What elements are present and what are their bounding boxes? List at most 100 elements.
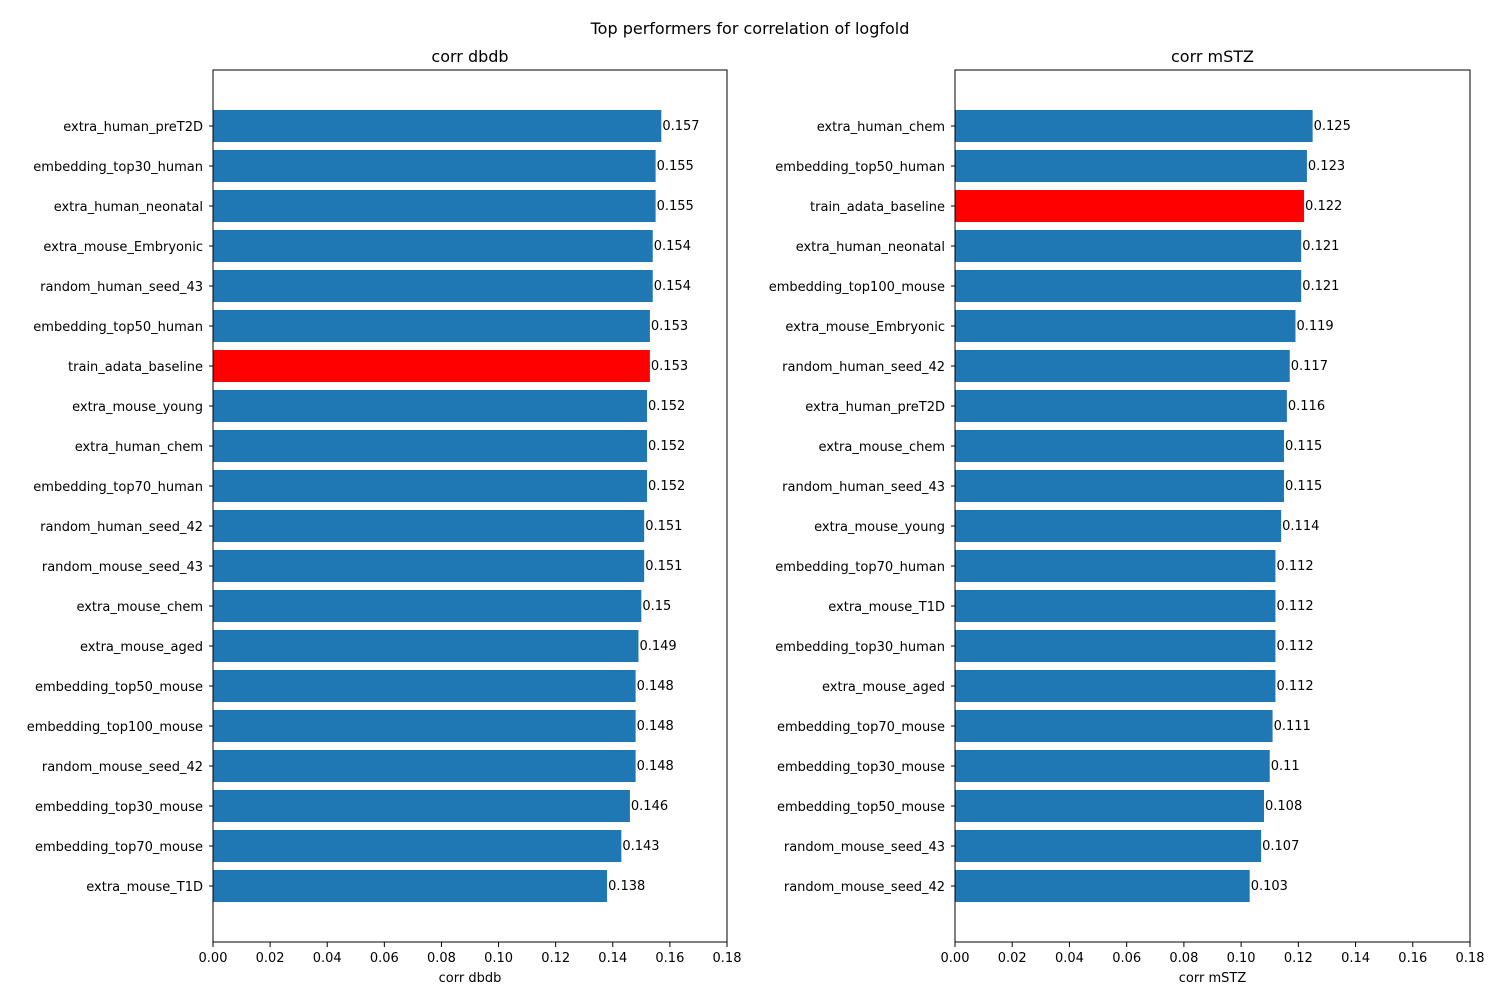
y-tick-label: embedding_top30_mouse (777, 760, 945, 775)
value-label: 0.154 (654, 239, 691, 254)
bar-extra-mouse-embryonic (213, 230, 653, 262)
value-label: 0.152 (648, 479, 685, 494)
value-label: 0.146 (631, 799, 668, 814)
bar-embedding-top70-mouse (955, 710, 1273, 742)
y-tick-label: extra_mouse_aged (80, 640, 203, 655)
y-tick-label: embedding_top70_mouse (35, 840, 203, 855)
x-axis-label: corr mSTZ (1179, 971, 1247, 986)
y-tick-label: extra_human_preT2D (63, 120, 203, 135)
value-label: 0.138 (608, 879, 645, 894)
y-tick-label: extra_mouse_young (72, 400, 203, 415)
value-label: 0.151 (645, 559, 682, 574)
value-label: 0.108 (1265, 799, 1302, 814)
panel-corr-dbdb: corr dbdb extra_human_preT2D 0.157 embeddin… (27, 47, 742, 986)
value-label: 0.112 (1276, 639, 1313, 654)
value-label: 0.112 (1276, 599, 1313, 614)
bar-extra-human-neonatal (955, 230, 1302, 262)
axes-title: corr dbdb (431, 47, 508, 66)
x-tick-label: 0.14 (1341, 951, 1370, 966)
bar-embedding-top50-human (955, 150, 1307, 182)
bar-embedding-top100-mouse (213, 710, 636, 742)
value-label: 0.153 (651, 319, 688, 334)
x-tick-label: 0.02 (998, 951, 1027, 966)
value-label: 0.115 (1285, 479, 1322, 494)
x-tick-label: 0.10 (484, 951, 513, 966)
value-label: 0.143 (622, 839, 659, 854)
bar-embedding-top50-mouse (213, 670, 636, 702)
x-tick-label: 0.18 (1456, 951, 1485, 966)
y-tick-label: extra_mouse_Embryonic (43, 240, 203, 255)
y-tick-label: embedding_top50_human (775, 160, 945, 175)
x-tick-label: 0.12 (541, 951, 570, 966)
bar-extra-mouse-young (213, 390, 648, 422)
y-tick-label: extra_human_preT2D (805, 400, 945, 415)
bar-random-mouse-seed-43 (213, 550, 645, 582)
bar-embedding-top30-mouse (213, 790, 630, 822)
value-label: 0.121 (1302, 279, 1339, 294)
x-tick-label: 0.18 (713, 951, 742, 966)
y-tick-label: extra_mouse_T1D (86, 880, 203, 895)
value-label: 0.117 (1291, 359, 1328, 374)
bar-extra-human-pret2d (955, 390, 1287, 422)
y-tick-label: embedding_top70_human (775, 560, 945, 575)
bar-embedding-top30-human (213, 150, 656, 182)
y-tick-label: extra_human_neonatal (796, 240, 945, 255)
x-tick-label: 0.04 (1055, 951, 1084, 966)
axes-frame (954, 69, 1471, 943)
bar-extra-human-neonatal (213, 190, 656, 222)
bar-embedding-top30-human (955, 630, 1276, 662)
y-tick-label: random_human_seed_43 (40, 280, 203, 295)
x-tick-label: 0.08 (1169, 951, 1198, 966)
x-tick-label: 0.06 (370, 951, 399, 966)
bar-embedding-top50-human (213, 310, 650, 342)
bar-random-mouse-seed-43 (955, 830, 1262, 862)
y-tick-label: extra_mouse_aged (822, 680, 945, 695)
value-label: 0.112 (1276, 559, 1313, 574)
value-label: 0.148 (637, 759, 674, 774)
y-tick-label: embedding_top70_mouse (777, 720, 945, 735)
bar-embedding-top70-human (213, 470, 648, 502)
y-tick-label: extra_human_chem (817, 120, 945, 135)
x-axis-label: corr dbdb (439, 971, 502, 986)
bar-extra-mouse-embryonic (955, 310, 1296, 342)
value-label: 0.15 (642, 599, 671, 614)
axes-frame (212, 69, 728, 943)
value-label: 0.155 (657, 199, 694, 214)
value-label: 0.151 (645, 519, 682, 534)
y-tick-label: train_adata_baseline (68, 360, 203, 375)
bar-embedding-top100-mouse (955, 270, 1302, 302)
x-tick-label: 0.00 (199, 951, 228, 966)
y-tick-label: random_human_seed_43 (782, 480, 945, 495)
bar-train-adata-baseline (955, 190, 1305, 222)
y-tick-label: extra_mouse_Embryonic (785, 320, 945, 335)
x-tick-label: 0.14 (598, 951, 627, 966)
figure-title: Top performers for correlation of logfol… (590, 19, 910, 38)
bar-train-adata-baseline (213, 350, 650, 382)
bar-random-mouse-seed-42 (213, 750, 636, 782)
bar-extra-mouse-t1d (955, 590, 1276, 622)
bar-random-mouse-seed-42 (955, 870, 1250, 902)
y-tick-label: embedding_top30_human (33, 160, 203, 175)
y-tick-label: extra_mouse_chem (76, 600, 203, 615)
value-label: 0.153 (651, 359, 688, 374)
y-tick-label: embedding_top100_mouse (27, 720, 203, 735)
x-tick-label: 0.16 (655, 951, 684, 966)
y-tick-label: embedding_top100_mouse (769, 280, 945, 295)
x-tick-label: 0.00 (941, 951, 970, 966)
x-tick-label: 0.08 (427, 951, 456, 966)
bar-random-human-seed-42 (213, 510, 645, 542)
value-label: 0.122 (1305, 199, 1342, 214)
y-tick-label: embedding_top50_human (33, 320, 203, 335)
value-label: 0.148 (637, 719, 674, 734)
bar-extra-human-chem (955, 110, 1313, 142)
y-tick-label: embedding_top70_human (33, 480, 203, 495)
bar-embedding-top50-mouse (955, 790, 1264, 822)
value-label: 0.103 (1251, 879, 1288, 894)
y-tick-label: extra_human_chem (75, 440, 203, 455)
bar-random-human-seed-42 (955, 350, 1290, 382)
value-label: 0.119 (1296, 319, 1333, 334)
value-label: 0.114 (1282, 519, 1319, 534)
x-tick-label: 0.06 (1112, 951, 1141, 966)
